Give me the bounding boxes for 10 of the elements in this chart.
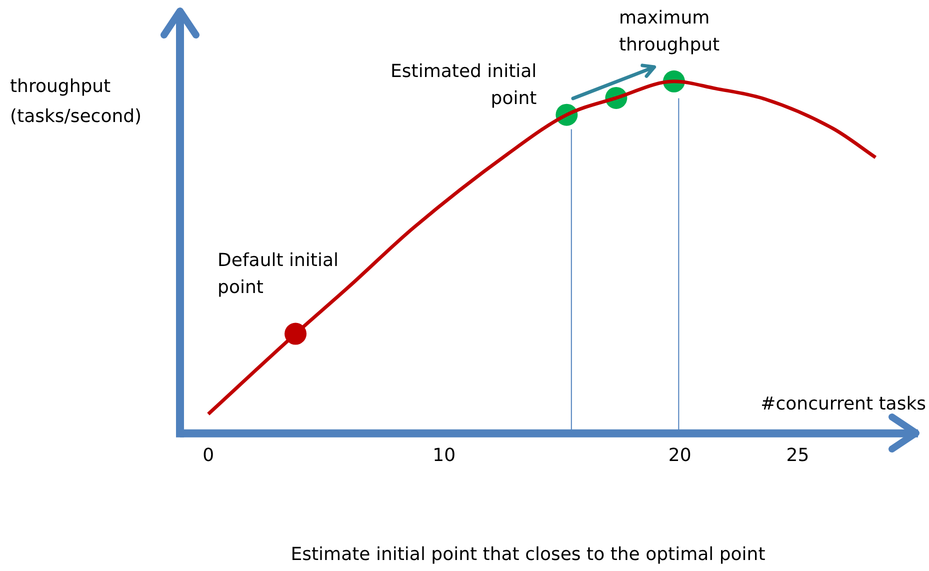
text: Estimate initial point that closes to the optimal point <box>290 544 766 565</box>
x-tick-label: 20 <box>668 444 692 466</box>
x-axis-title: #concurrent tasks <box>760 393 926 414</box>
x-tick-label: 25 <box>786 444 810 466</box>
y-axis-title: throughput (tasks/second) <box>10 76 142 127</box>
x-tick-label: 0 <box>202 444 214 466</box>
annotation: maximum throughput <box>618 7 720 56</box>
annotation: Estimated initial point <box>390 60 537 109</box>
annotation: Default initial point <box>218 250 339 298</box>
x-tick-label: 10 <box>432 444 456 466</box>
